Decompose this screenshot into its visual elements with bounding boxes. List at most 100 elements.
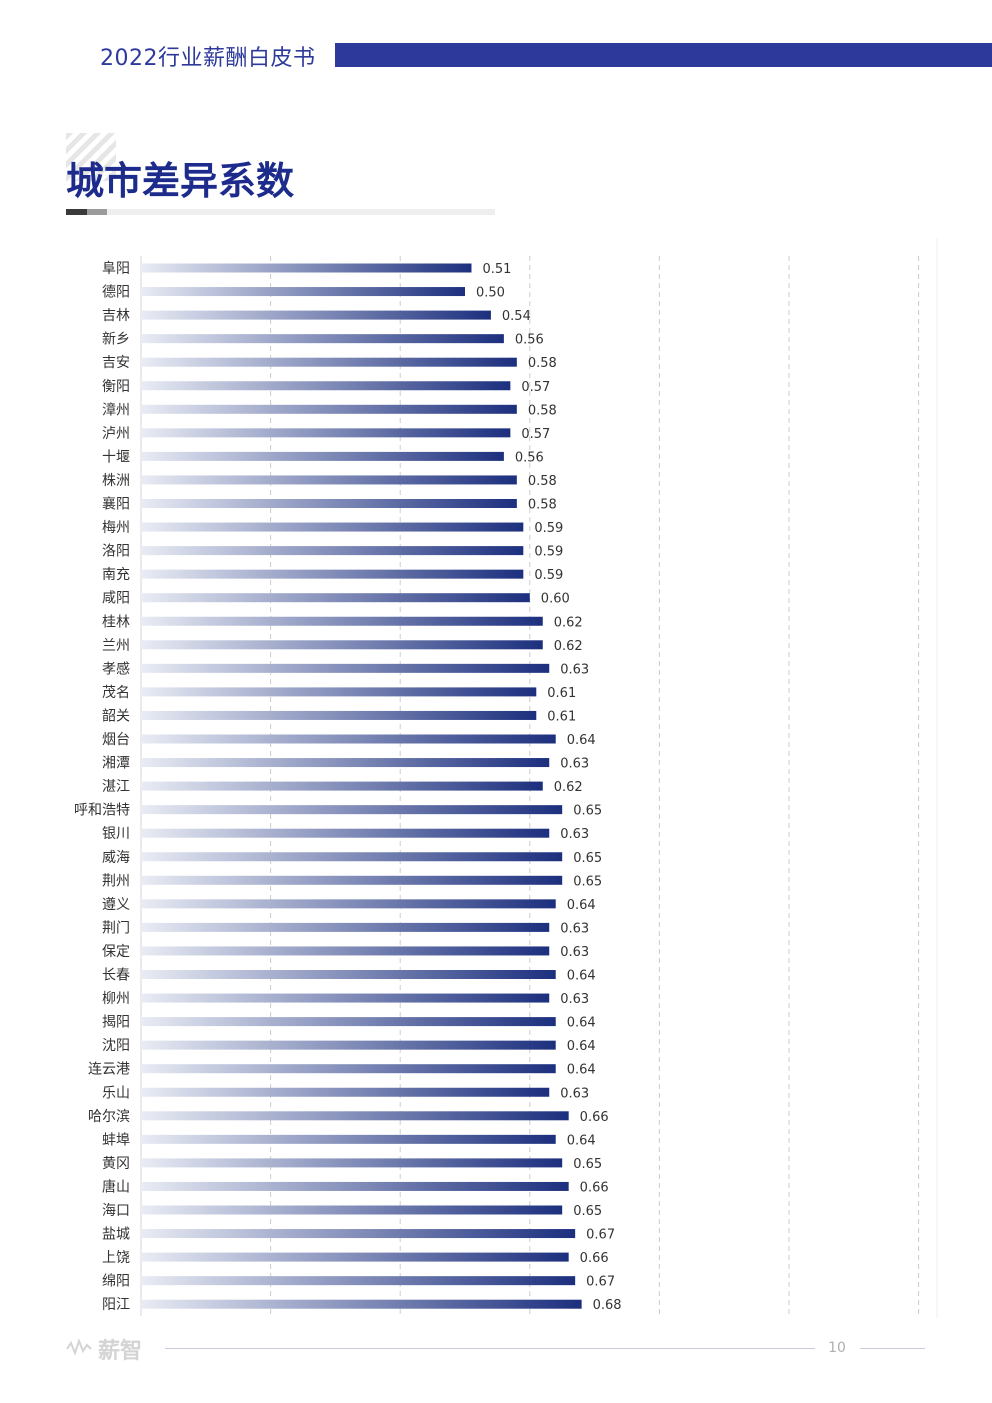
bar-衡阳 bbox=[141, 381, 511, 391]
value-label: 0.63 bbox=[560, 827, 589, 842]
value-label: 0.63 bbox=[560, 992, 589, 1007]
bar-黄冈 bbox=[141, 1158, 563, 1168]
value-label: 0.56 bbox=[515, 450, 544, 465]
bar-咸阳 bbox=[141, 593, 530, 603]
category-label: 吉安 bbox=[102, 355, 130, 371]
value-label: 0.63 bbox=[560, 662, 589, 677]
bar-绵阳 bbox=[141, 1276, 576, 1286]
city-coefficient-chart: 阜阳德阳吉林新乡吉安衡阳漳州泸州十堰株洲襄阳梅州洛阳南充咸阳桂林兰州孝感茂名韶关… bbox=[74, 238, 938, 1318]
bar-呼和浩特 bbox=[141, 805, 563, 815]
value-label: 0.50 bbox=[476, 286, 505, 301]
value-label: 0.64 bbox=[567, 969, 596, 984]
bar-柳州 bbox=[141, 993, 550, 1003]
value-label: 0.61 bbox=[547, 686, 576, 701]
category-label: 揭阳 bbox=[102, 1015, 130, 1031]
bar-哈尔滨 bbox=[141, 1111, 569, 1121]
value-label: 0.65 bbox=[573, 804, 602, 819]
section-title: 城市差异系数 bbox=[66, 159, 295, 203]
bar-茂名 bbox=[141, 687, 537, 697]
bar-威海 bbox=[141, 852, 563, 862]
category-label: 哈尔滨 bbox=[88, 1109, 130, 1125]
title-underline-dark bbox=[66, 209, 87, 215]
wave-logo-icon bbox=[66, 1337, 94, 1361]
bar-连云港 bbox=[141, 1064, 556, 1074]
value-label: 0.65 bbox=[573, 1204, 602, 1219]
value-label: 0.66 bbox=[580, 1251, 609, 1266]
bar-烟台 bbox=[141, 734, 556, 744]
bar-吉安 bbox=[141, 357, 517, 367]
value-label: 0.62 bbox=[554, 615, 583, 630]
category-label: 长春 bbox=[102, 968, 130, 984]
value-label: 0.62 bbox=[554, 780, 583, 795]
bar-襄阳 bbox=[141, 499, 517, 508]
value-label: 0.63 bbox=[560, 921, 589, 936]
bar-揭阳 bbox=[141, 1017, 556, 1027]
bar-洛阳 bbox=[141, 546, 524, 556]
title-hatch-decoration bbox=[66, 133, 116, 181]
category-label: 保定 bbox=[102, 944, 130, 960]
category-label: 桂林 bbox=[102, 614, 130, 630]
value-label: 0.58 bbox=[528, 474, 557, 489]
value-label: 0.64 bbox=[567, 1063, 596, 1078]
value-label: 0.66 bbox=[580, 1180, 609, 1195]
bar-吉林 bbox=[141, 310, 491, 320]
category-label: 湛江 bbox=[102, 779, 130, 795]
category-label: 十堰 bbox=[102, 449, 130, 465]
category-label: 韶关 bbox=[102, 708, 130, 724]
category-label: 唐山 bbox=[102, 1178, 130, 1195]
page-number: 10 bbox=[828, 1340, 846, 1356]
category-label: 咸阳 bbox=[102, 591, 130, 607]
category-label: 上饶 bbox=[102, 1250, 130, 1266]
category-label: 呼和浩特 bbox=[74, 803, 130, 819]
category-label: 黄冈 bbox=[102, 1155, 130, 1172]
value-label: 0.65 bbox=[573, 851, 602, 866]
category-label: 威海 bbox=[102, 850, 130, 866]
footer-divider-right bbox=[860, 1348, 925, 1349]
bar-新乡 bbox=[141, 334, 504, 344]
value-label: 0.64 bbox=[567, 1039, 596, 1054]
value-label: 0.64 bbox=[567, 1016, 596, 1031]
bar-南充 bbox=[141, 569, 524, 579]
title-underline bbox=[66, 209, 495, 215]
bar-长春 bbox=[141, 970, 556, 979]
category-label: 兰州 bbox=[102, 638, 130, 654]
category-label: 荆门 bbox=[102, 920, 130, 936]
value-label: 0.57 bbox=[521, 427, 550, 442]
value-label: 0.65 bbox=[573, 1157, 602, 1172]
bar-德阳 bbox=[141, 287, 465, 297]
category-label: 新乡 bbox=[102, 332, 130, 348]
bar-荆门 bbox=[141, 922, 550, 932]
bar-海口 bbox=[141, 1205, 563, 1215]
footer-logo: 薪智 bbox=[66, 1336, 142, 1364]
category-label: 蚌埠 bbox=[102, 1131, 130, 1148]
category-label: 银川 bbox=[102, 826, 130, 842]
report-title: 2022行业薪酬白皮书 bbox=[100, 46, 316, 71]
value-label: 0.66 bbox=[580, 1110, 609, 1125]
category-label: 海口 bbox=[102, 1203, 130, 1219]
value-label: 0.58 bbox=[528, 356, 557, 371]
bar-蚌埠 bbox=[141, 1134, 556, 1144]
bar-湛江 bbox=[141, 781, 543, 791]
bar-泸州 bbox=[141, 428, 511, 438]
category-label: 湘潭 bbox=[102, 755, 130, 772]
category-label: 阳江 bbox=[102, 1297, 130, 1313]
bar-遵义 bbox=[141, 899, 556, 909]
bar-保定 bbox=[141, 946, 550, 956]
category-label: 孝感 bbox=[102, 660, 130, 677]
value-label: 0.67 bbox=[586, 1228, 615, 1243]
value-label: 0.58 bbox=[528, 403, 557, 418]
value-label: 0.59 bbox=[534, 545, 563, 560]
bar-唐山 bbox=[141, 1181, 569, 1191]
category-label: 吉林 bbox=[102, 308, 130, 324]
value-label: 0.64 bbox=[567, 898, 596, 913]
value-label: 0.56 bbox=[515, 333, 544, 348]
value-label: 0.63 bbox=[560, 945, 589, 960]
bar-兰州 bbox=[141, 640, 543, 650]
value-label: 0.63 bbox=[560, 1086, 589, 1101]
value-label: 0.60 bbox=[541, 592, 570, 607]
footer-divider-left bbox=[165, 1348, 815, 1349]
bar-孝感 bbox=[141, 663, 550, 673]
bar-阜阳 bbox=[141, 263, 472, 273]
value-label: 0.59 bbox=[534, 521, 563, 536]
category-label: 乐山 bbox=[102, 1085, 130, 1101]
